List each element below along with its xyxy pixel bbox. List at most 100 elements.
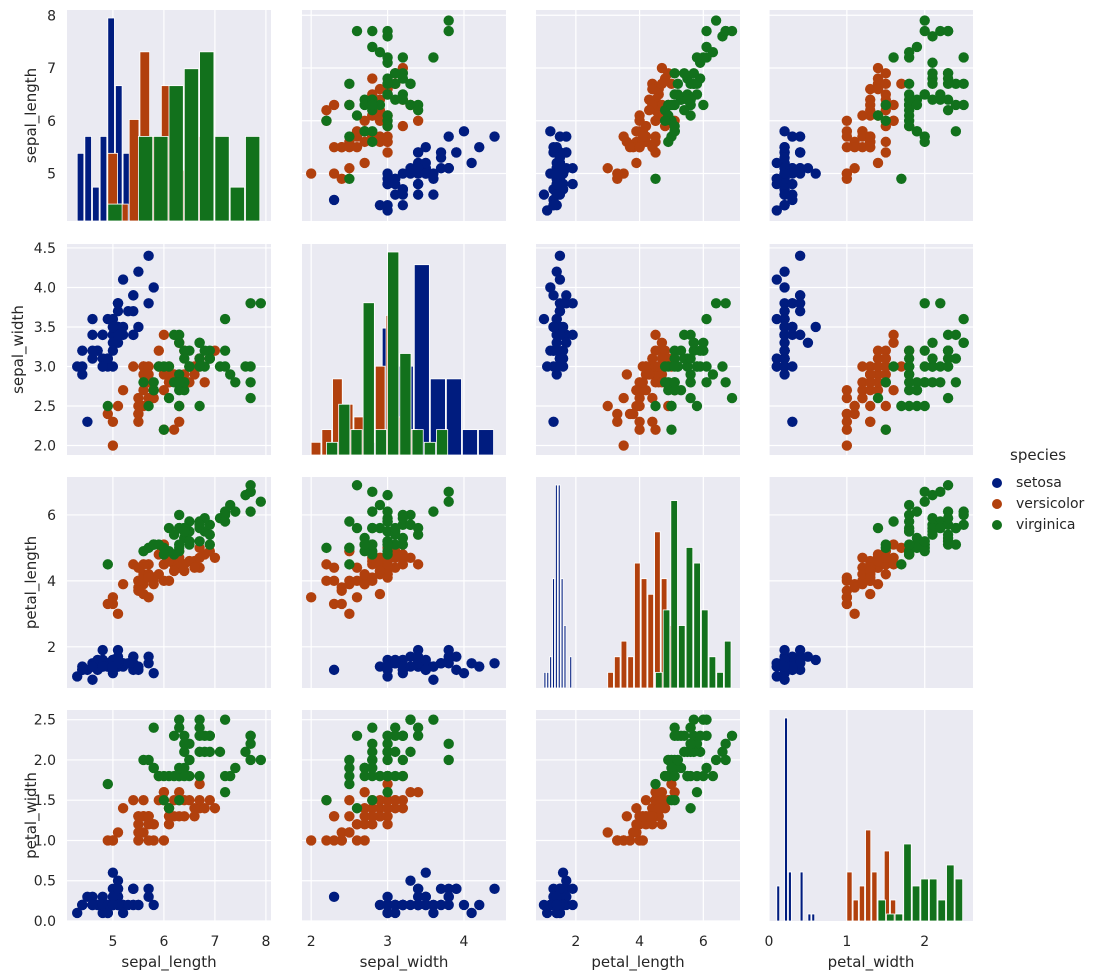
data-point-setosa [443,131,454,142]
data-point-virginica [163,803,175,814]
data-point-setosa [328,891,340,903]
data-point-setosa [97,329,108,341]
y-axis-label: sepal_width [9,305,28,394]
data-point-virginica [179,746,190,758]
data-point-versicolor [143,835,154,846]
data-point-virginica [896,400,907,412]
data-point-setosa [412,883,424,894]
data-point-virginica [919,345,930,356]
x-axis-label: petal_width [828,953,915,972]
data-point-setosa [779,298,790,309]
data-point-virginica [919,361,930,372]
data-point-virginica [138,377,149,388]
data-point-virginica [942,392,954,404]
data-point-versicolor [367,73,378,84]
y-tick-label: 0.0 [34,914,56,930]
y-tick-label: 7 [47,61,56,77]
hist-bar-versicolor [871,871,878,922]
data-point-versicolor [382,819,393,830]
y-tick-label: 4 [47,574,56,590]
data-point-setosa [779,353,790,364]
data-point-setosa [794,163,806,174]
data-point-versicolor [865,83,876,95]
data-point-setosa [551,369,562,380]
data-point-setosa [107,321,119,333]
y-tick-label: 6 [47,114,56,130]
hist-bar-virginica [183,68,200,222]
data-point-setosa [779,126,790,137]
data-point-virginica [927,57,938,68]
hist-bar-virginica [723,640,732,689]
data-point-versicolor [650,786,661,798]
data-point-setosa [123,658,134,669]
data-point-virginica [880,424,891,435]
y-axis-label: petal_width [22,772,41,859]
data-point-virginica [397,73,409,84]
data-point-versicolor [896,542,907,554]
data-point-virginica [903,539,915,550]
data-point-virginica [669,68,680,79]
data-point-virginica [919,377,930,388]
data-point-setosa [420,867,431,878]
hist-bar-virginica [399,353,412,456]
data-point-versicolor [163,575,175,587]
data-point-virginica [919,496,930,507]
data-point-virginica [911,384,923,396]
data-point-virginica [669,361,680,372]
data-point-setosa [428,907,439,919]
data-point-setosa [474,661,485,672]
data-point-setosa [435,883,447,894]
data-point-virginica [927,78,938,90]
data-point-setosa [489,131,500,142]
data-point-virginica [701,361,712,372]
data-point-virginica [896,173,907,184]
hist-bar-virginica [153,136,169,222]
data-point-versicolor [328,562,340,573]
hist-bar-versicolor [128,119,140,222]
data-point-setosa [123,899,134,911]
data-point-virginica [219,345,231,356]
data-point-versicolor [107,440,119,451]
data-point-versicolor [602,827,613,838]
data-point-setosa [87,674,98,685]
data-point-setosa [412,163,424,174]
data-point-virginica [321,794,332,806]
data-point-setosa [405,875,416,886]
data-point-versicolor [841,115,853,126]
data-point-virginica [245,506,256,517]
data-point-virginica [720,25,731,37]
data-point-setosa [561,337,572,348]
data-point-virginica [942,513,954,524]
data-point-setosa [802,163,814,174]
data-point-setosa [117,274,129,285]
hist-bar-versicolor [614,656,621,689]
data-point-setosa [397,899,409,911]
hist-bar-virginica [954,878,964,922]
data-point-setosa [551,907,562,919]
data-point-versicolor [612,416,623,428]
data-point-versicolor [880,369,891,380]
data-point-virginica [245,392,256,404]
data-point-versicolor [382,811,393,822]
data-point-versicolor [865,384,876,396]
data-point-setosa [128,883,139,894]
data-point-virginica [351,110,363,121]
data-point-setosa [779,305,790,317]
data-point-versicolor [117,803,129,814]
data-point-versicolor [367,803,378,814]
data-point-setosa [397,199,409,211]
data-point-virginica [382,754,393,766]
data-point-versicolor [344,575,355,587]
data-point-setosa [771,313,782,325]
data-point-setosa [374,899,386,911]
data-point-virginica [390,722,401,733]
hist-bar-setosa [549,656,552,689]
data-point-versicolor [849,163,860,174]
data-point-versicolor [382,794,393,806]
data-point-virginica [245,298,256,309]
data-point-setosa [97,891,108,903]
data-point-setosa [143,298,154,309]
data-point-setosa [428,674,439,685]
data-point-versicolor [374,115,386,126]
data-point-versicolor [631,157,642,169]
